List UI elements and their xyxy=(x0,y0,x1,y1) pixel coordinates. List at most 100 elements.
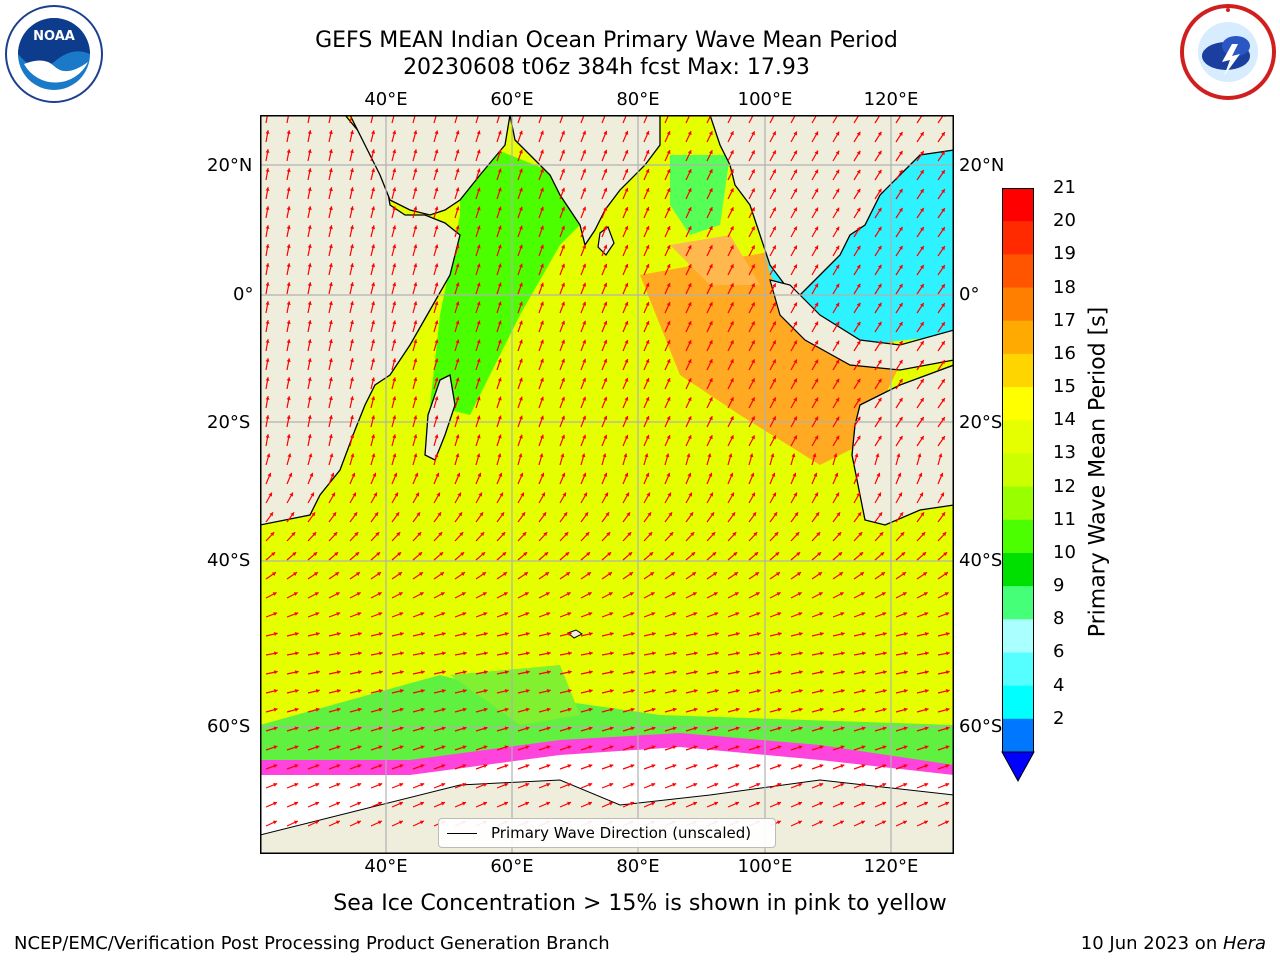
wave-arrow-head xyxy=(526,651,530,656)
wave-arrow-head xyxy=(920,436,924,440)
wave-arrow-head xyxy=(840,726,845,731)
wave-arrow-head xyxy=(483,632,488,636)
wave-arrow-head xyxy=(898,492,902,497)
wave-arrow-head xyxy=(265,358,270,362)
wave-arrow-head xyxy=(328,301,333,306)
wave-arrow-head xyxy=(272,592,277,596)
wave-arrow-head xyxy=(434,320,439,325)
wave-arrow-head xyxy=(309,472,314,477)
wave-arrow-head xyxy=(901,552,906,556)
wave-arrow-head xyxy=(903,764,908,768)
wave-arrow-head xyxy=(286,358,291,362)
wave-arrow-head xyxy=(286,320,291,324)
wave-arrow-head xyxy=(434,130,439,135)
wave-arrow-head xyxy=(735,670,740,675)
wave-arrow-head xyxy=(772,302,776,307)
wave-arrow-head xyxy=(877,131,882,136)
wave-arrow-head xyxy=(861,764,866,768)
wave-arrow xyxy=(265,115,269,124)
wave-arrow-head xyxy=(603,206,608,211)
wave-arrow-head xyxy=(582,434,587,439)
wave-arrow-head xyxy=(398,820,403,825)
wave-arrow-head xyxy=(461,592,466,596)
wave-arrow-head xyxy=(798,670,803,675)
wave-arrow-head xyxy=(752,512,757,517)
wave-arrow-head xyxy=(791,453,796,458)
wave-arrow-head xyxy=(292,552,297,556)
wave-arrow-head xyxy=(879,532,884,537)
wave-arrow-head xyxy=(413,168,418,173)
wave-arrow-head xyxy=(693,670,698,675)
wave-arrow-head xyxy=(336,612,341,616)
wave-arrow-head xyxy=(840,670,845,675)
wave-arrow-head xyxy=(525,726,530,731)
green-field-bay xyxy=(670,155,730,235)
wave-arrow-head xyxy=(819,707,824,712)
wave-arrow-head xyxy=(441,707,446,712)
wave-arrow-head xyxy=(814,131,819,136)
wave-arrow-head xyxy=(877,378,882,383)
wave-arrow-head xyxy=(798,707,803,712)
wave-arrow-head xyxy=(328,206,333,211)
lon-label-top: 60°E xyxy=(490,89,534,110)
wave-arrow-head xyxy=(645,397,650,401)
wave-arrow-head xyxy=(899,512,904,517)
colorbar-cell xyxy=(1002,552,1034,587)
wave-arrow-head xyxy=(603,282,608,287)
wave-arrow-head xyxy=(624,188,629,192)
wave-arrow-head xyxy=(500,512,505,517)
wave-arrow-head xyxy=(567,612,572,616)
wave-arrow-head xyxy=(497,415,502,420)
wave-arrow-head xyxy=(540,472,545,477)
nws-seal-icon xyxy=(1180,4,1276,100)
wave-arrow-head xyxy=(566,572,570,576)
wave-arrow-head xyxy=(413,301,418,306)
wave-arrow-head xyxy=(777,612,782,616)
wave-arrow-head xyxy=(666,435,671,440)
wave-arrow-head xyxy=(756,782,761,787)
wave-arrow-head xyxy=(540,282,544,287)
wave-arrow-head xyxy=(374,512,379,517)
wave-arrow-head xyxy=(483,689,488,693)
wave-arrow-head xyxy=(751,340,755,345)
wave-arrow-head xyxy=(294,801,298,806)
wave-arrow-head xyxy=(462,745,467,750)
wave-arrow-head xyxy=(631,651,635,656)
wave-arrow xyxy=(496,115,501,124)
wave-arrow xyxy=(832,115,839,124)
wave-arrow-head xyxy=(730,378,734,383)
wave-arrow-head xyxy=(814,359,819,364)
wave-arrow-head xyxy=(286,149,291,153)
wave-arrow-head xyxy=(943,552,948,556)
wave-arrow-head xyxy=(542,512,547,517)
wave-arrow-head xyxy=(392,453,397,458)
wave-arrow-head xyxy=(856,321,861,326)
wave-arrow-head xyxy=(350,282,354,287)
wave-arrow-head xyxy=(371,434,376,439)
wave-arrow-head xyxy=(518,434,523,439)
wave-arrow-head xyxy=(582,396,587,401)
wave-arrow-head xyxy=(840,632,845,636)
wave-arrow-head xyxy=(561,168,565,173)
wave-arrow-head xyxy=(476,415,481,420)
wave-arrow-head xyxy=(567,726,572,731)
wave-arrow-head xyxy=(608,592,613,596)
wave-arrow-head xyxy=(757,651,761,656)
wave-arrow-head xyxy=(502,552,507,556)
wave-arrow-head xyxy=(483,670,488,675)
wave-arrow-head xyxy=(503,572,507,576)
wave-arrow-head xyxy=(399,764,404,768)
wave-arrow-head xyxy=(920,417,924,421)
wave-arrow-head xyxy=(455,187,460,192)
wave-arrow-head xyxy=(293,820,298,825)
wave-arrow-head xyxy=(857,512,862,517)
wave-arrow-head xyxy=(455,396,460,401)
wave-arrow-head xyxy=(877,359,882,364)
wave-arrow-head xyxy=(797,572,801,576)
wave-arrow-head xyxy=(286,168,291,172)
wave-arrow-head xyxy=(751,169,755,174)
wave-arrow-head xyxy=(434,225,439,230)
colorbar-cell xyxy=(1002,586,1034,620)
wave-arrow-head xyxy=(462,764,467,768)
wave-arrow-head xyxy=(392,244,397,249)
